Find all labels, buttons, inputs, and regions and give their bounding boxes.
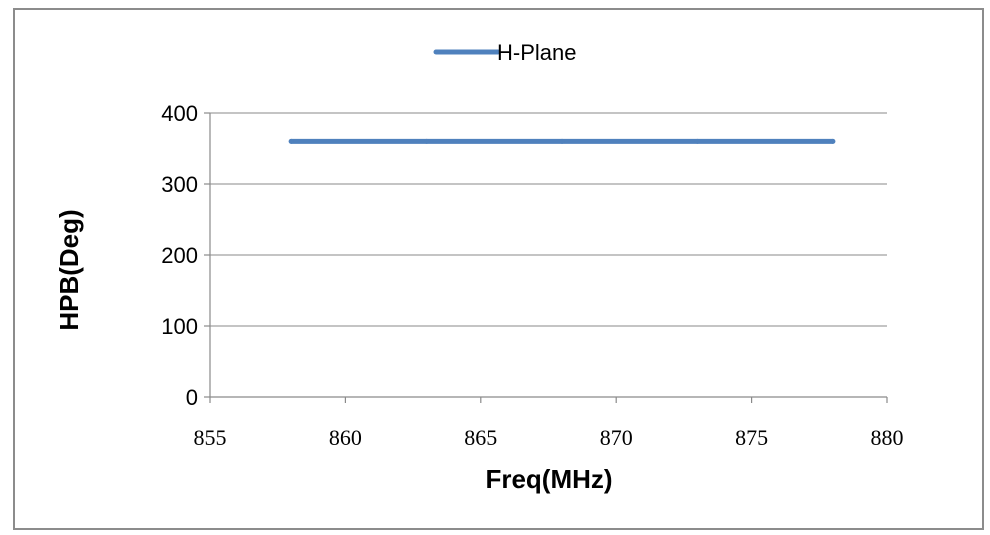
x-tick-label: 880 (871, 425, 904, 450)
grid (210, 112, 887, 327)
y-tick-label: 300 (161, 172, 198, 197)
x-tick-label: 865 (464, 425, 497, 450)
y-tick-label: 200 (161, 243, 198, 268)
x-axis-title: Freq(MHz) (485, 464, 612, 494)
x-tick-label: 870 (600, 425, 633, 450)
y-tick-labels: 0 100 200 300 400 (161, 101, 198, 410)
chart-frame (13, 8, 984, 530)
axes (204, 112, 888, 403)
legend-label: H-Plane (497, 40, 576, 65)
data-point (694, 138, 700, 144)
x-tick-label: 875 (735, 425, 768, 450)
data-point (424, 138, 430, 144)
x-tick-label: 855 (194, 425, 227, 450)
data-point (830, 138, 836, 144)
y-tick-label: 100 (161, 314, 198, 339)
y-tick-label: 400 (161, 101, 198, 126)
y-tick-label: 0 (186, 385, 198, 410)
legend: H-Plane (433, 40, 576, 65)
data-point (559, 138, 565, 144)
y-axis-title: HPB(Deg) (54, 209, 84, 330)
series (288, 138, 836, 144)
x-tick-label: 860 (329, 425, 362, 450)
x-tick-labels: 855 860 865 870 875 880 (194, 425, 904, 450)
data-point (288, 138, 294, 144)
